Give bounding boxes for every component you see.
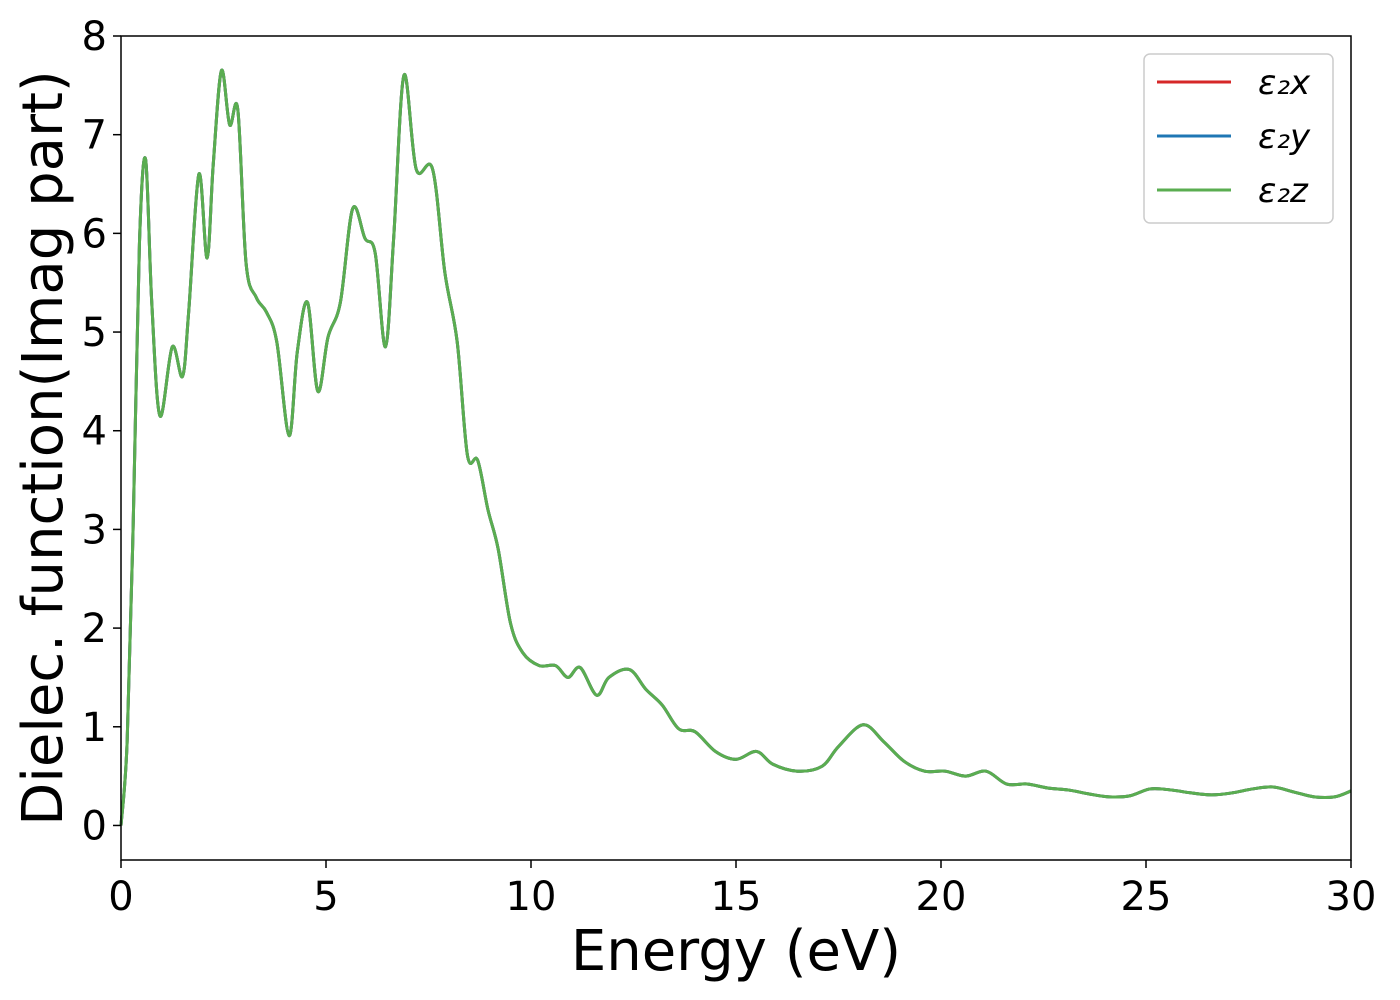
y-tick-label: 1 [82,705,107,751]
series-layer [119,68,1352,826]
legend-label: ε₂z [1258,171,1309,211]
y-tick-label: 6 [82,211,107,257]
x-tick-label: 15 [711,874,762,920]
legend-label: ε₂y [1258,117,1311,157]
x-tick-label: 25 [1121,874,1172,920]
x-axis-ticks: 0 5 10 15 20 25 30 [108,860,1376,920]
x-tick-label: 0 [108,874,133,920]
y-tick-label: 4 [82,409,107,455]
x-axis-label: Energy (eV) [571,919,901,984]
y-tick-label: 0 [82,803,107,849]
y-tick-label: 3 [82,507,107,553]
legend-label: ε₂x [1258,63,1311,103]
x-tick-label: 30 [1326,874,1377,920]
y-tick-label: 8 [82,14,107,60]
y-tick-label: 7 [82,113,107,159]
series-line-3 [119,68,1352,826]
y-axis-label: Dielec. function(Imag part) [11,70,76,826]
y-axis-ticks: 0 1 2 3 4 5 6 7 8 [82,14,121,849]
legend-box [1143,53,1334,224]
y-tick-label: 5 [82,310,107,356]
x-tick-label: 20 [916,874,967,920]
x-tick-label: 10 [506,874,557,920]
legend: ε₂x ε₂y ε₂z [1143,53,1334,224]
x-tick-label: 5 [313,874,338,920]
y-tick-label: 2 [82,606,107,652]
